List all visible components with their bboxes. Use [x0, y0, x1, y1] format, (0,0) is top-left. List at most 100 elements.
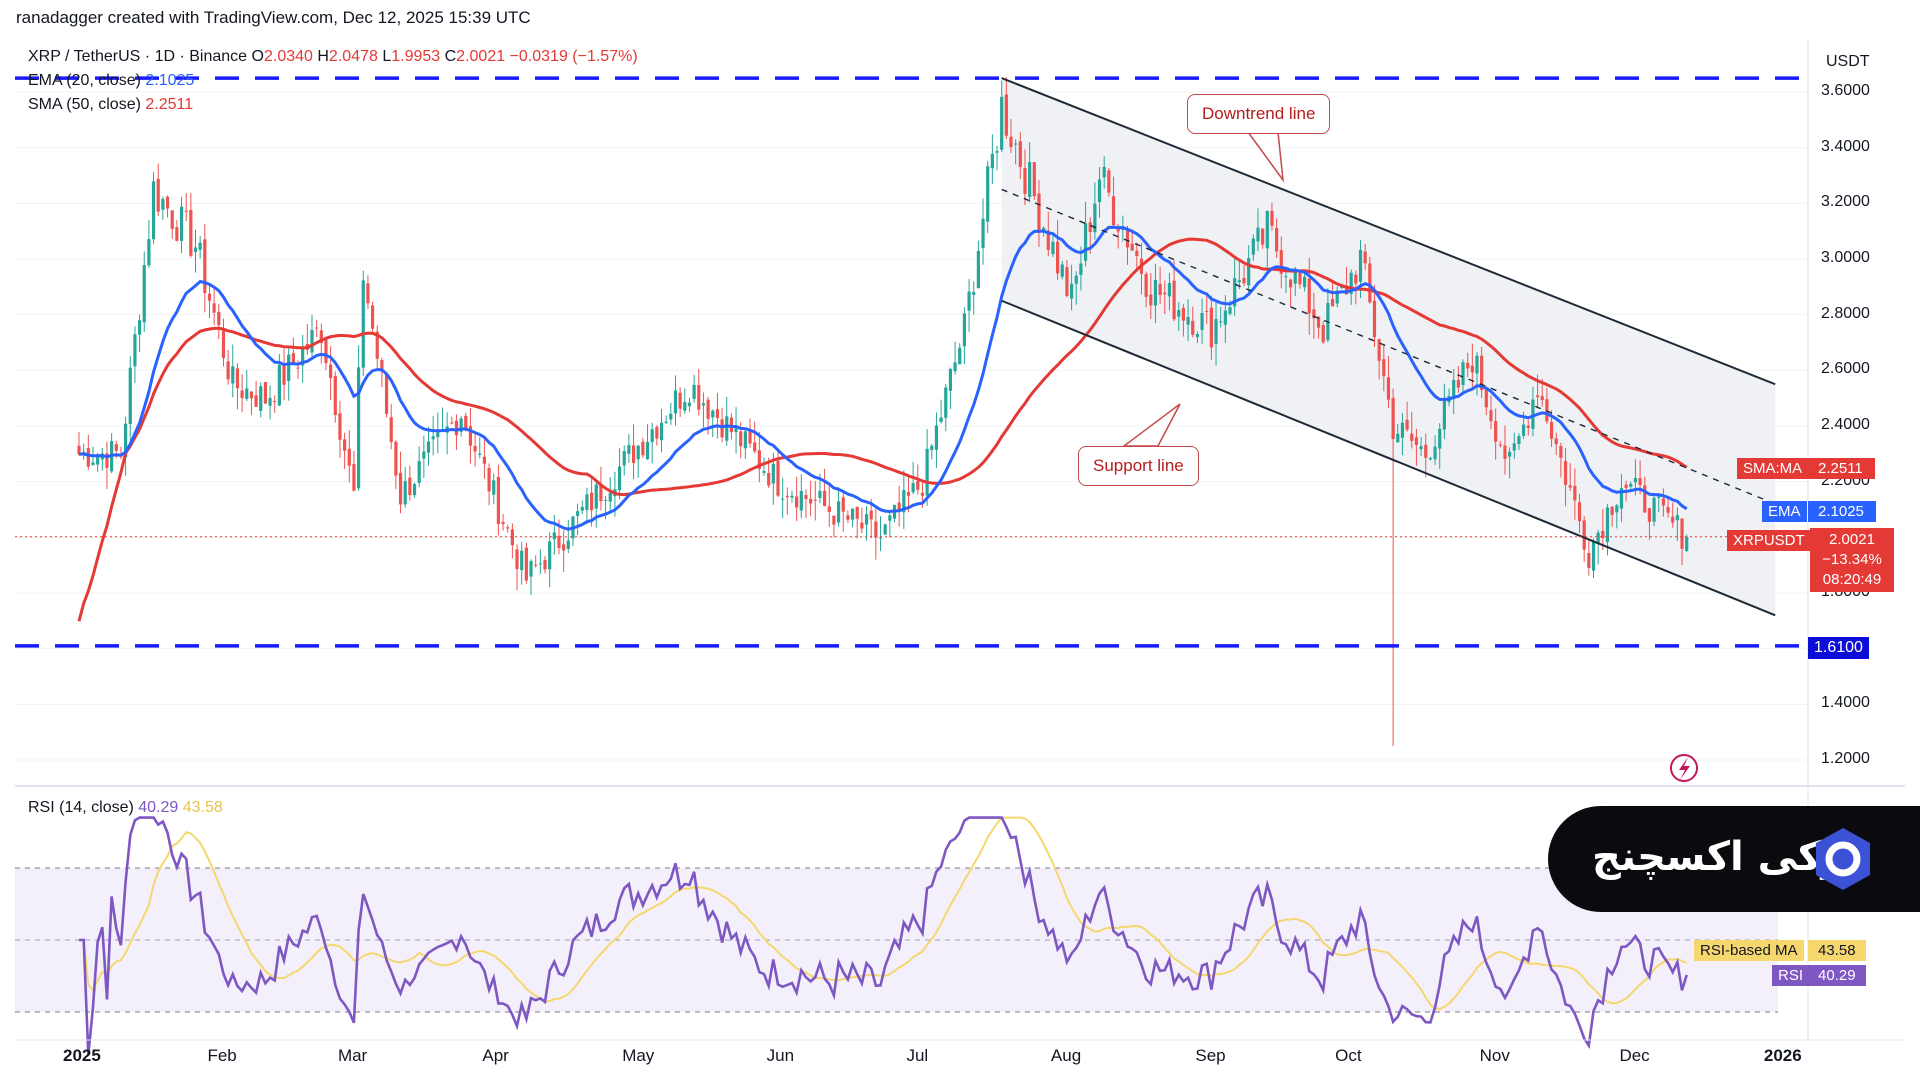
support-callout[interactable]: Support line	[1078, 446, 1199, 486]
downtrend-callout[interactable]: Downtrend line	[1187, 94, 1331, 134]
candle-body	[981, 218, 985, 248]
candle-body	[235, 368, 240, 389]
candle-body	[762, 470, 766, 473]
candle-body	[1074, 275, 1078, 284]
candle-body	[897, 502, 901, 512]
candle-body	[841, 497, 845, 512]
candle-body	[1549, 421, 1554, 439]
candle-body	[217, 311, 221, 326]
candle-body	[245, 388, 249, 399]
candle-body	[193, 247, 198, 252]
candle-body	[818, 490, 822, 499]
candle-body	[1209, 307, 1213, 348]
candle-body	[151, 181, 156, 240]
candle-body	[776, 460, 780, 496]
price-tick-label: 2.6000	[1821, 360, 1870, 378]
candle-body	[785, 495, 789, 498]
candle-body	[627, 445, 631, 454]
candle-body	[1032, 162, 1036, 197]
candle-body	[1568, 485, 1572, 488]
candle-body	[226, 361, 230, 380]
candle-body	[548, 541, 552, 570]
candle-body	[1060, 264, 1064, 277]
candle-body	[417, 460, 421, 483]
candle-body	[911, 483, 915, 493]
candle-body	[1685, 536, 1689, 551]
symbol-title[interactable]: XRP / TetherUS · 1D · Binance	[28, 48, 248, 65]
candle-body	[165, 196, 170, 209]
candle-body	[459, 418, 463, 432]
candle-body	[1410, 433, 1414, 441]
candle-body	[133, 334, 137, 367]
candle-body	[357, 367, 361, 489]
candle-body	[91, 462, 95, 466]
candle-body	[743, 431, 747, 449]
candle-body	[878, 537, 883, 539]
candle-body	[329, 364, 333, 379]
candle-body	[599, 484, 603, 502]
change-value: −0.0319 (−1.57%)	[509, 48, 638, 65]
candle-body	[580, 506, 584, 511]
candle-body	[310, 329, 314, 353]
candle-body	[77, 445, 81, 455]
candle-body	[860, 522, 864, 529]
rsi-axis-value: 40.29	[1808, 965, 1866, 986]
candle-body	[1330, 298, 1335, 307]
candle-body	[1358, 249, 1363, 282]
candle-body	[450, 422, 454, 424]
sma-50-line	[77, 237, 1688, 622]
candle-body	[888, 515, 892, 521]
candle-body	[338, 413, 342, 440]
rsi-legend-value: 40.29	[138, 799, 179, 816]
candle-body	[1195, 334, 1199, 338]
candle-body	[114, 444, 118, 451]
candle-body	[1363, 251, 1367, 264]
candle-body	[832, 515, 836, 525]
rsi-legend[interactable]: RSI (14, close) 40.29 43.58	[28, 799, 223, 816]
candle-body	[1498, 444, 1502, 446]
candle-body	[175, 227, 179, 241]
ema-legend[interactable]: EMA (20, close) 2.1025	[28, 72, 195, 89]
candle-body	[1191, 320, 1195, 335]
logo-text: اوکی اکسچنج	[1592, 834, 1860, 880]
candle-body	[1088, 222, 1092, 232]
candle-body	[603, 499, 608, 501]
candle-body	[1377, 339, 1381, 361]
channel-fill	[1001, 78, 1776, 616]
candle-body	[1247, 258, 1251, 286]
candle-body	[1619, 488, 1624, 509]
candle-body	[1601, 530, 1605, 539]
candle-body	[645, 441, 650, 460]
candle-body	[753, 442, 757, 452]
candle-body	[617, 466, 622, 491]
candle-body	[277, 364, 281, 406]
candle-body	[482, 456, 487, 464]
candle-body	[287, 354, 291, 382]
candle-body	[576, 511, 580, 516]
candle-body	[739, 431, 743, 447]
candle-body	[1577, 502, 1582, 522]
logo-icon	[1816, 828, 1870, 890]
lightning-icon[interactable]	[1670, 754, 1698, 782]
candle-body	[380, 360, 384, 372]
time-tick-label: Feb	[207, 1046, 237, 1065]
candle-body	[986, 166, 990, 222]
candle-body	[1107, 170, 1111, 193]
candle-body	[319, 330, 323, 344]
candle-body	[347, 448, 351, 466]
candle-body	[398, 472, 403, 505]
candle-body	[1093, 203, 1097, 233]
candle-body	[529, 561, 533, 577]
rsi-ma-axis-label: RSI-based MA	[1694, 940, 1804, 961]
sma-legend[interactable]: SMA (50, close) 2.2511	[28, 96, 194, 113]
candle-body	[394, 441, 398, 476]
candle-body	[1083, 223, 1088, 261]
time-tick-label: 2025	[63, 1046, 101, 1065]
candle-body	[1629, 483, 1633, 487]
candle-body	[147, 239, 151, 266]
candle-body	[1056, 241, 1060, 274]
candle-body	[1284, 276, 1288, 278]
candle-body	[1494, 421, 1498, 442]
candle-body	[468, 426, 473, 446]
